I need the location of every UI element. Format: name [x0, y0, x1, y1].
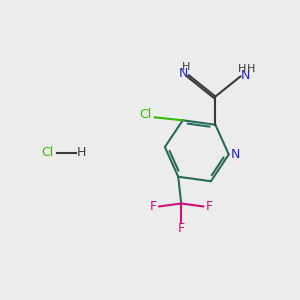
- Text: N: N: [231, 148, 240, 161]
- Text: F: F: [206, 200, 213, 213]
- Text: H: H: [77, 146, 86, 160]
- Text: N: N: [241, 69, 250, 82]
- Text: H: H: [182, 62, 190, 72]
- Text: H: H: [247, 64, 255, 74]
- Text: Cl: Cl: [140, 108, 152, 122]
- Text: F: F: [178, 222, 185, 235]
- Text: H: H: [238, 64, 247, 74]
- Text: F: F: [149, 200, 157, 213]
- Text: Cl: Cl: [41, 146, 54, 160]
- Text: N: N: [179, 68, 189, 80]
